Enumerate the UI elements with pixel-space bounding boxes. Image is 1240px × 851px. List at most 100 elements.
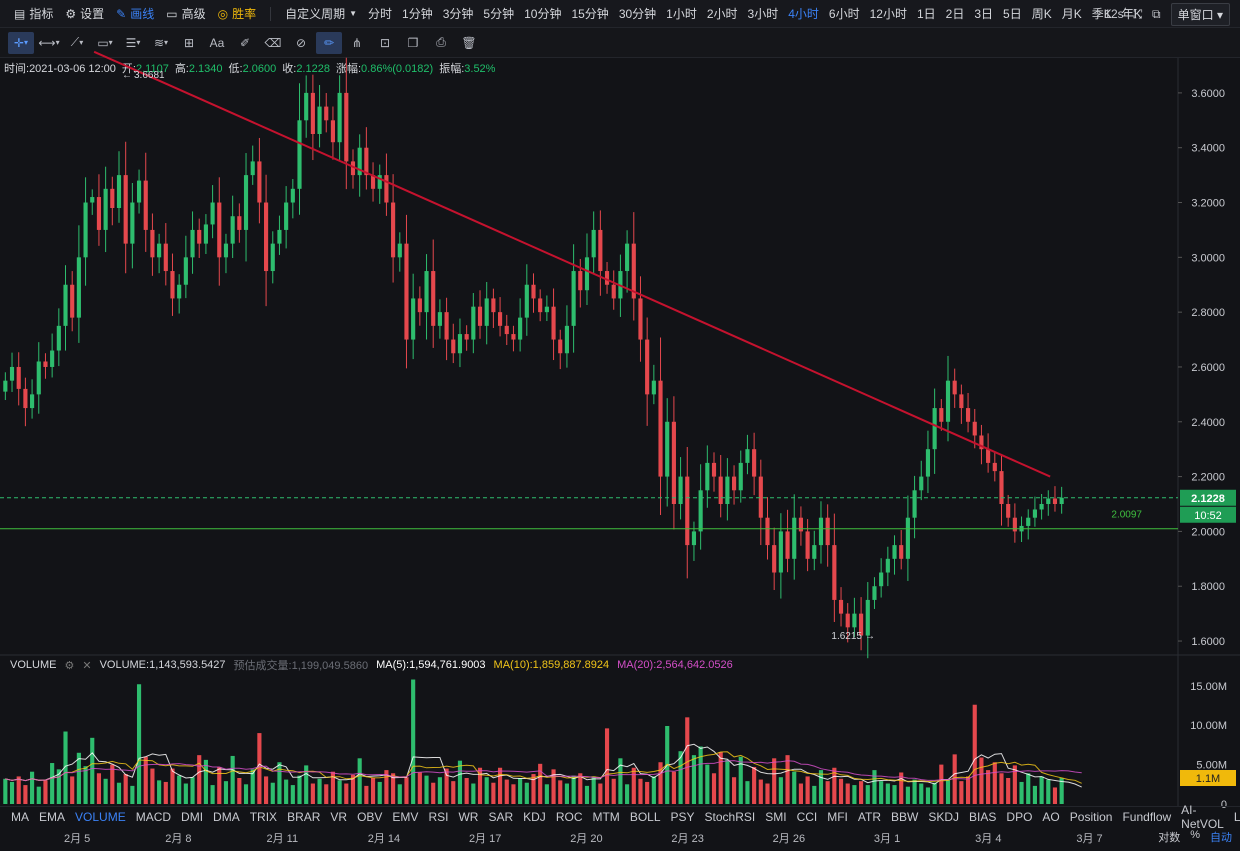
period-15[interactable]: 3日 bbox=[974, 7, 994, 21]
indicator-mfi[interactable]: MFI bbox=[827, 809, 848, 824]
indicator-ai-netvol[interactable]: AI-NetVOL bbox=[1181, 802, 1224, 831]
topbar-chart[interactable]: ▤ 指标 bbox=[8, 0, 59, 27]
period-20[interactable]: 年K bbox=[1121, 7, 1142, 21]
period-2[interactable]: 3分钟 bbox=[442, 7, 474, 21]
tool-lock[interactable]: ⊡ bbox=[372, 32, 398, 54]
topbar-pen[interactable]: ✎ 画线 bbox=[110, 0, 160, 27]
candle-body bbox=[685, 476, 690, 546]
topbar-target[interactable]: ◎ 胜率 bbox=[212, 0, 263, 27]
tool-horizontal-line[interactable]: ⟷ ▾ bbox=[36, 32, 62, 54]
period-17[interactable]: 周K bbox=[1031, 7, 1052, 21]
period-16[interactable]: 5日 bbox=[1003, 7, 1022, 21]
topbar-gear[interactable]: ⚙ 设置 bbox=[59, 0, 110, 27]
tool-copy[interactable]: ❐ bbox=[400, 32, 426, 54]
indicator-dpo[interactable]: DPO bbox=[1006, 809, 1033, 824]
candle-body bbox=[678, 476, 683, 504]
indicator-roc[interactable]: ROC bbox=[555, 809, 583, 824]
volume-bar bbox=[50, 763, 55, 804]
trendline[interactable] bbox=[93, 50, 1051, 478]
popout-icon[interactable]: ⧉ bbox=[1152, 6, 1161, 21]
volume-bar bbox=[932, 782, 937, 804]
period-14[interactable]: 2日 bbox=[945, 7, 965, 21]
period-12[interactable]: 12小时 bbox=[869, 7, 907, 21]
gear-icon[interactable]: ⚙ bbox=[64, 659, 75, 672]
indicator-fundflow[interactable]: Fundflow bbox=[1122, 809, 1172, 824]
candle-body bbox=[391, 202, 396, 258]
indicator-bias[interactable]: BIAS bbox=[969, 809, 997, 824]
period-9[interactable]: 3小时 bbox=[747, 7, 779, 21]
indicator-rsi[interactable]: RSI bbox=[428, 809, 449, 824]
indicator-wr[interactable]: WR bbox=[458, 809, 479, 824]
indicator-brar[interactable]: BRAR bbox=[287, 809, 321, 824]
period-5[interactable]: 15分钟 bbox=[571, 7, 609, 21]
indicator-emv[interactable]: EMV bbox=[392, 809, 419, 824]
period-8[interactable]: 2小时 bbox=[706, 7, 738, 21]
tool-brush[interactable]: ✐ bbox=[232, 32, 258, 54]
indicator-mtm[interactable]: MTM bbox=[592, 809, 620, 824]
candles bbox=[3, 57, 1064, 659]
indicator-psy[interactable]: PSY bbox=[670, 809, 695, 824]
period-10[interactable]: 4小时 bbox=[788, 7, 819, 21]
volume-bar bbox=[625, 784, 630, 804]
period-1[interactable]: 1分钟 bbox=[402, 7, 433, 21]
tool-trash[interactable]: 🗑 bbox=[456, 32, 482, 54]
tool-ruler[interactable]: ⊘ bbox=[288, 32, 314, 54]
volume-bar bbox=[1012, 765, 1017, 804]
percent-scale-toggle[interactable]: % bbox=[1190, 829, 1200, 841]
tool-fib[interactable]: ≋ ▾ bbox=[148, 32, 174, 54]
indicator-kdj[interactable]: KDJ bbox=[523, 809, 546, 824]
window-mode-dropdown[interactable]: 单窗口 ▾ bbox=[1170, 2, 1230, 26]
indicator-dmi[interactable]: DMI bbox=[181, 809, 204, 824]
tool-screenshot[interactable]: ⎙ bbox=[428, 32, 454, 54]
tool-rectangle[interactable]: ▭ ▾ bbox=[92, 32, 118, 54]
indicator-volume[interactable]: VOLUME bbox=[75, 809, 126, 824]
indicator-vr[interactable]: VR bbox=[330, 809, 348, 824]
period-13[interactable]: 1日 bbox=[916, 7, 936, 21]
indicator-cci[interactable]: CCI bbox=[796, 809, 818, 824]
tool-eraser[interactable]: ⌫ bbox=[260, 32, 286, 54]
refresh-interval[interactable]: 12s bbox=[1104, 7, 1124, 21]
indicator-dma[interactable]: DMA bbox=[213, 809, 240, 824]
indicator-skdj[interactable]: SKDJ bbox=[928, 809, 960, 824]
indicator-atr[interactable]: ATR bbox=[857, 809, 882, 824]
period-19[interactable]: 季K bbox=[1091, 7, 1112, 21]
period-4[interactable]: 10分钟 bbox=[524, 7, 562, 21]
period-0[interactable]: 分时 bbox=[368, 7, 393, 21]
indicator-ema[interactable]: EMA bbox=[39, 809, 66, 824]
volume-indicator-name[interactable]: VOLUME bbox=[10, 659, 57, 671]
indicator-macd[interactable]: MACD bbox=[135, 809, 172, 824]
volume-bar bbox=[812, 785, 817, 804]
tool-magnet[interactable]: ⋔ bbox=[344, 32, 370, 54]
tool-trend-line[interactable]: ⟋ ▾ bbox=[64, 32, 90, 54]
tool-parallel-lines[interactable]: ☰ ▾ bbox=[120, 32, 146, 54]
close-icon[interactable]: ✕ bbox=[82, 659, 92, 672]
volume-bar bbox=[598, 783, 603, 804]
log-scale-toggle[interactable]: 对数 bbox=[1158, 832, 1181, 844]
indicator-ao[interactable]: AO bbox=[1042, 809, 1060, 824]
indicator-boll[interactable]: BOLL bbox=[629, 809, 661, 824]
tool-measure[interactable]: ⊞ bbox=[176, 32, 202, 54]
indicator-sar[interactable]: SAR bbox=[488, 809, 514, 824]
indicator-obv[interactable]: OBV bbox=[357, 809, 383, 824]
period-18[interactable]: 月K bbox=[1061, 7, 1082, 21]
period-11[interactable]: 6小时 bbox=[828, 7, 860, 21]
indicator-position[interactable]: Position bbox=[1069, 809, 1113, 824]
period-6[interactable]: 30分钟 bbox=[618, 7, 657, 21]
indicator-bbw[interactable]: BBW bbox=[891, 809, 919, 824]
auto-scale-toggle[interactable]: 自动 bbox=[1210, 832, 1232, 844]
tool-draw-mode[interactable]: ✏ bbox=[316, 31, 342, 54]
custom-period-dropdown[interactable]: 自定义周期 ▼ bbox=[279, 0, 363, 27]
indicator-stochrsi[interactable]: StochRSI bbox=[704, 809, 756, 824]
indicator-trix[interactable]: TRIX bbox=[249, 809, 278, 824]
period-3[interactable]: 5分钟 bbox=[483, 7, 515, 21]
topbar-window[interactable]: ▭ 高级 bbox=[160, 0, 211, 27]
indicator-lsur[interactable]: LSUR bbox=[1233, 809, 1240, 824]
period-7[interactable]: 1小时 bbox=[666, 7, 697, 21]
tool-text[interactable]: Aa bbox=[204, 32, 230, 54]
indicator-ma[interactable]: MA bbox=[11, 809, 29, 824]
tool-crosshair[interactable]: ✛ ▾ bbox=[8, 31, 34, 54]
indicator-smi[interactable]: SMI bbox=[765, 809, 787, 824]
fullscreen-icon[interactable]: ⛶ bbox=[1133, 6, 1143, 21]
